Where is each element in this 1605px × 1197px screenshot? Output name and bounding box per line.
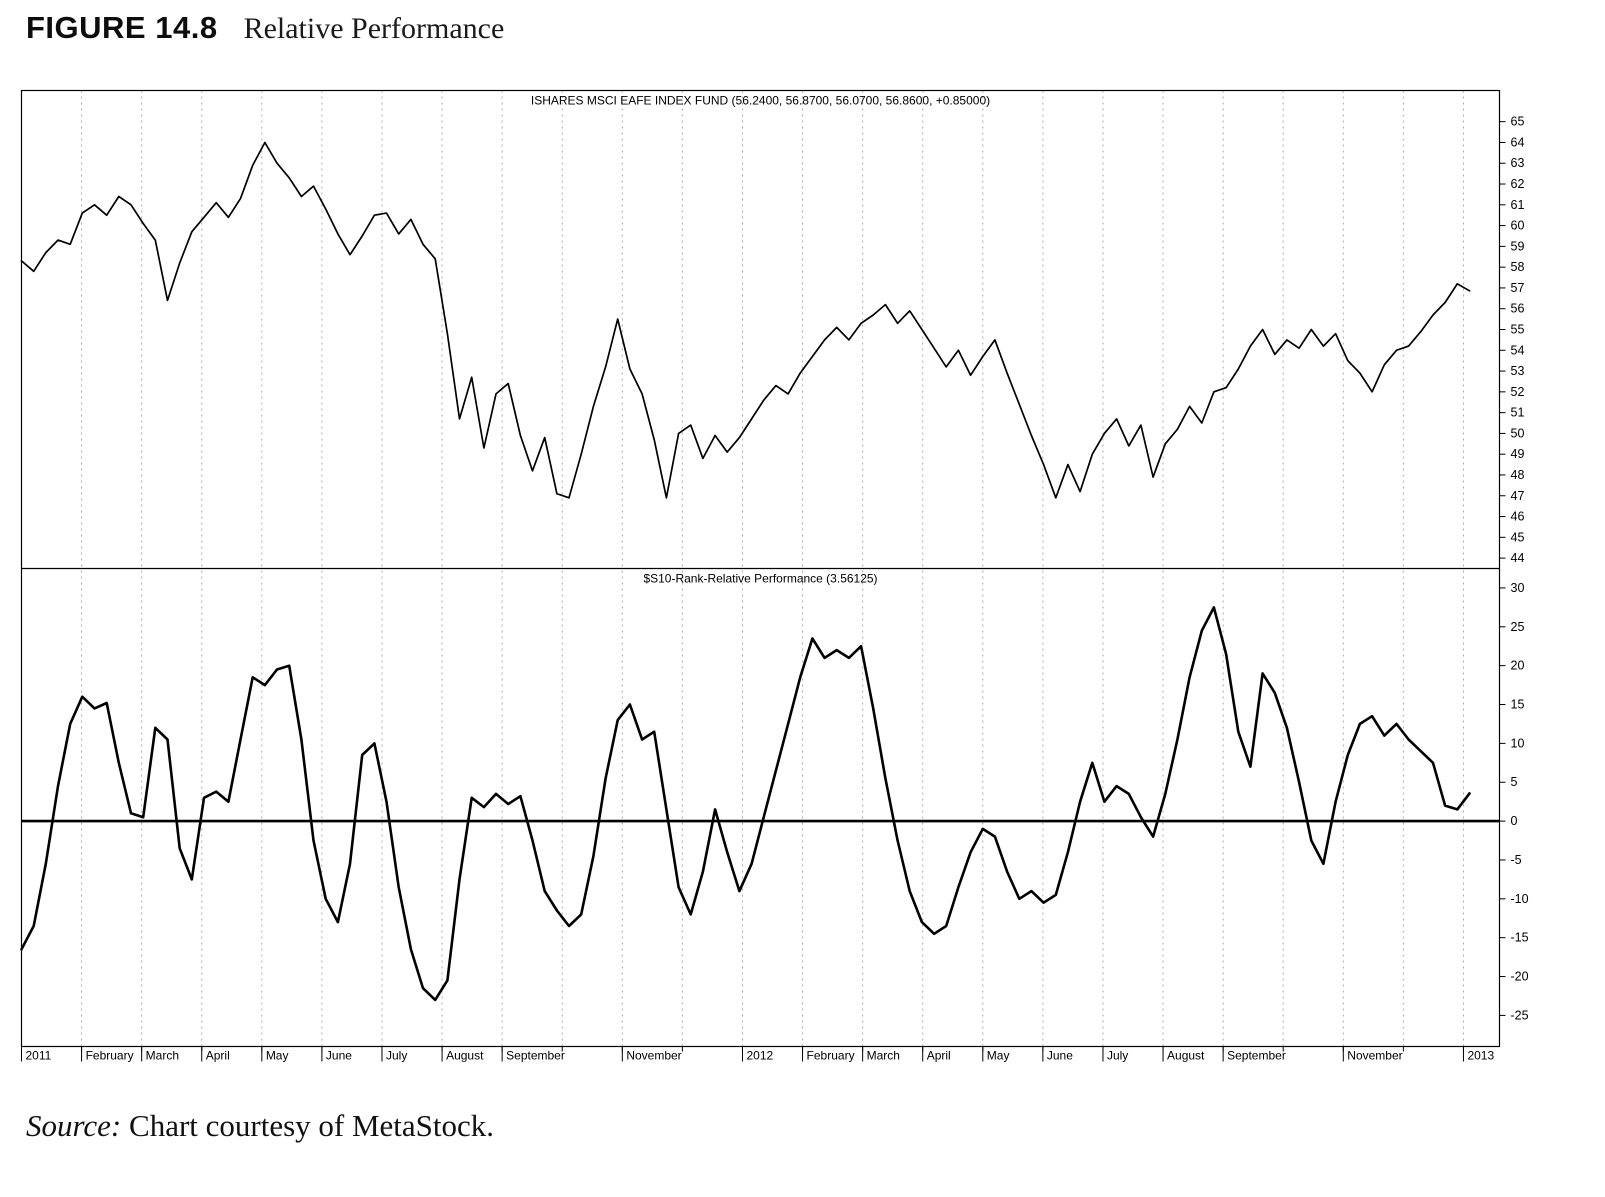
y-tick-label: 47 bbox=[1511, 489, 1525, 503]
s10-rank-relative-performance-line bbox=[20, 606, 1471, 1002]
x-axis-label: March bbox=[146, 1049, 179, 1063]
y-tick-label: 61 bbox=[1511, 198, 1525, 212]
x-axis-label: November bbox=[626, 1049, 681, 1063]
y-tick-label: 5 bbox=[1511, 775, 1518, 789]
plot-area: 6564636261605958575655545352515049484746… bbox=[20, 89, 1529, 1063]
chart-frame bbox=[20, 89, 1501, 1048]
y-tick-label: 56 bbox=[1511, 302, 1525, 316]
y-tick-label: 10 bbox=[1511, 736, 1525, 750]
x-axis-label: May bbox=[266, 1049, 289, 1063]
x-axis-label: 2012 bbox=[746, 1049, 773, 1063]
x-axis-label: November bbox=[1347, 1049, 1402, 1063]
y-tick-label: 65 bbox=[1511, 115, 1525, 129]
y-tick-label: 46 bbox=[1511, 510, 1525, 524]
y-tick-label: 60 bbox=[1511, 219, 1525, 233]
panel-title-price-panel: ISHARES MSCI EAFE INDEX FUND (56.2400, 5… bbox=[531, 94, 990, 108]
y-tick-label: 51 bbox=[1511, 406, 1525, 420]
y-tick-label: 64 bbox=[1511, 135, 1525, 149]
y-tick-label: 54 bbox=[1511, 343, 1525, 357]
x-axis-label: 2011 bbox=[26, 1049, 52, 1063]
x-axis-label: April bbox=[206, 1049, 230, 1063]
x-axis-label: June bbox=[1047, 1049, 1073, 1063]
x-axis-label: February bbox=[807, 1049, 855, 1063]
x-axis-label: August bbox=[446, 1049, 484, 1063]
x-axis-label: February bbox=[86, 1049, 134, 1063]
chart: 65 64 63 62 61 60 59 58 57 56 55 54 53 52 51 50 49 48 47 46… bbox=[20, 88, 1580, 1078]
y-tick-label: 58 bbox=[1511, 260, 1525, 274]
x-axis-label: May bbox=[987, 1049, 1010, 1063]
y-tick-label: 49 bbox=[1511, 447, 1525, 461]
x-axis-label: June bbox=[326, 1049, 352, 1063]
x-axis-label: August bbox=[1167, 1049, 1205, 1063]
x-axis-label: September bbox=[1227, 1049, 1286, 1063]
x-axis-label: September bbox=[506, 1049, 565, 1063]
y-tick-label: 0 bbox=[1511, 814, 1518, 828]
y-tick-label: 44 bbox=[1511, 551, 1525, 565]
x-axis-label: July bbox=[386, 1049, 407, 1063]
figure-title: Relative Performance bbox=[243, 12, 505, 45]
source-prefix: Source: bbox=[26, 1108, 122, 1143]
y-tick-label: 55 bbox=[1511, 323, 1525, 337]
x-axis-label: July bbox=[1107, 1049, 1128, 1063]
ishares-msci-eafe-index-fund-line bbox=[20, 141, 1471, 499]
x-axis-label: 2013 bbox=[1467, 1049, 1494, 1063]
y-tick-label: 30 bbox=[1511, 581, 1525, 595]
figure-label: FIGURE 14.8 bbox=[26, 10, 218, 45]
source-line: Source: Chart courtesy of MetaStock. bbox=[26, 1108, 494, 1144]
y-tick-label: 53 bbox=[1511, 364, 1525, 378]
y-tick-label: -5 bbox=[1511, 853, 1522, 867]
y-tick-label: -10 bbox=[1511, 892, 1529, 906]
y-tick-label: -20 bbox=[1511, 970, 1529, 984]
y-tick-label: 57 bbox=[1511, 281, 1525, 295]
y-tick-label: 15 bbox=[1511, 698, 1525, 712]
y-tick-label: 59 bbox=[1511, 239, 1525, 253]
source-text: Chart courtesy of MetaStock. bbox=[121, 1108, 495, 1143]
y-tick-label: -15 bbox=[1511, 931, 1529, 945]
figure-header: FIGURE 14.8 Relative Performance bbox=[26, 10, 504, 46]
x-axis-label: April bbox=[927, 1049, 951, 1063]
y-tick-label: -25 bbox=[1511, 1008, 1529, 1022]
panel-title-relative-performance-panel: $S10-Rank-Relative Performance (3.56125) bbox=[643, 572, 877, 586]
x-axis-label: March bbox=[867, 1049, 900, 1063]
y-tick-label: 63 bbox=[1511, 156, 1525, 170]
y-tick-label: 62 bbox=[1511, 177, 1525, 191]
y-tick-label: 20 bbox=[1511, 659, 1525, 673]
y-tick-label: 50 bbox=[1511, 426, 1525, 440]
chart-svg: 6564636261605958575655545352515049484746… bbox=[20, 89, 1529, 1063]
y-tick-label: 25 bbox=[1511, 620, 1525, 634]
y-tick-label: 52 bbox=[1511, 385, 1525, 399]
y-tick-label: 48 bbox=[1511, 468, 1525, 482]
y-tick-label: 45 bbox=[1511, 530, 1525, 544]
